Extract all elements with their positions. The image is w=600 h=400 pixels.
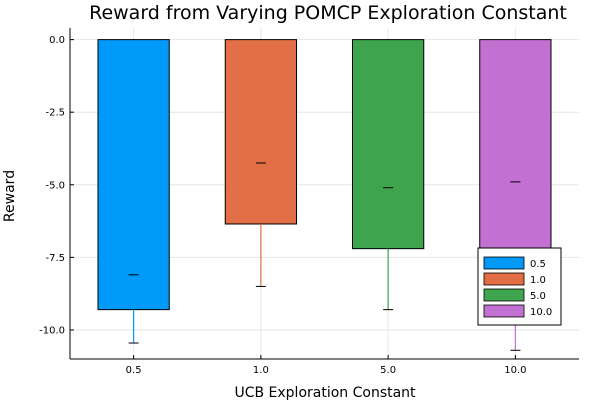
legend-label-0.5: 0.5 [530, 259, 546, 270]
legend-swatch-1.0 [483, 272, 525, 286]
legend: 0.5 1.0 5.0 10.0 [477, 247, 562, 326]
tick-labels: 0.0 -2.5 -5.0 -7.5 -10.0 0.5 1.0 5.0 10.0 [39, 35, 526, 376]
legend-swatch-0.5 [483, 256, 525, 270]
bar-0.5 [97, 39, 170, 311]
y-tick-label: -10.0 [39, 325, 65, 336]
legend-swatch-5.0 [483, 288, 525, 302]
legend-label-5.0: 5.0 [530, 291, 546, 302]
y-tick-label: -5.0 [45, 180, 65, 191]
x-tick-label: 1.0 [253, 365, 269, 376]
bars [97, 39, 552, 351]
x-axis-label: UCB Exploration Constant [234, 385, 416, 400]
x-tick-label: 0.5 [126, 365, 142, 376]
y-tick-label: -2.5 [45, 108, 65, 119]
y-tick-label: 0.0 [49, 35, 65, 46]
y-tick-label: -7.5 [45, 253, 65, 264]
chart-title: Reward from Varying POMCP Exploration Co… [89, 2, 567, 24]
bar-5.0 [351, 39, 425, 250]
x-tick-label: 10.0 [504, 365, 526, 376]
legend-label-1.0: 1.0 [530, 275, 546, 286]
axes [69, 28, 579, 360]
y-axis-label: Reward [2, 170, 18, 222]
legend-label-10.0: 10.0 [530, 307, 552, 318]
legend-swatch-10.0 [483, 304, 525, 318]
x-tick-label: 5.0 [380, 365, 396, 376]
bar-1.0 [224, 39, 298, 225]
